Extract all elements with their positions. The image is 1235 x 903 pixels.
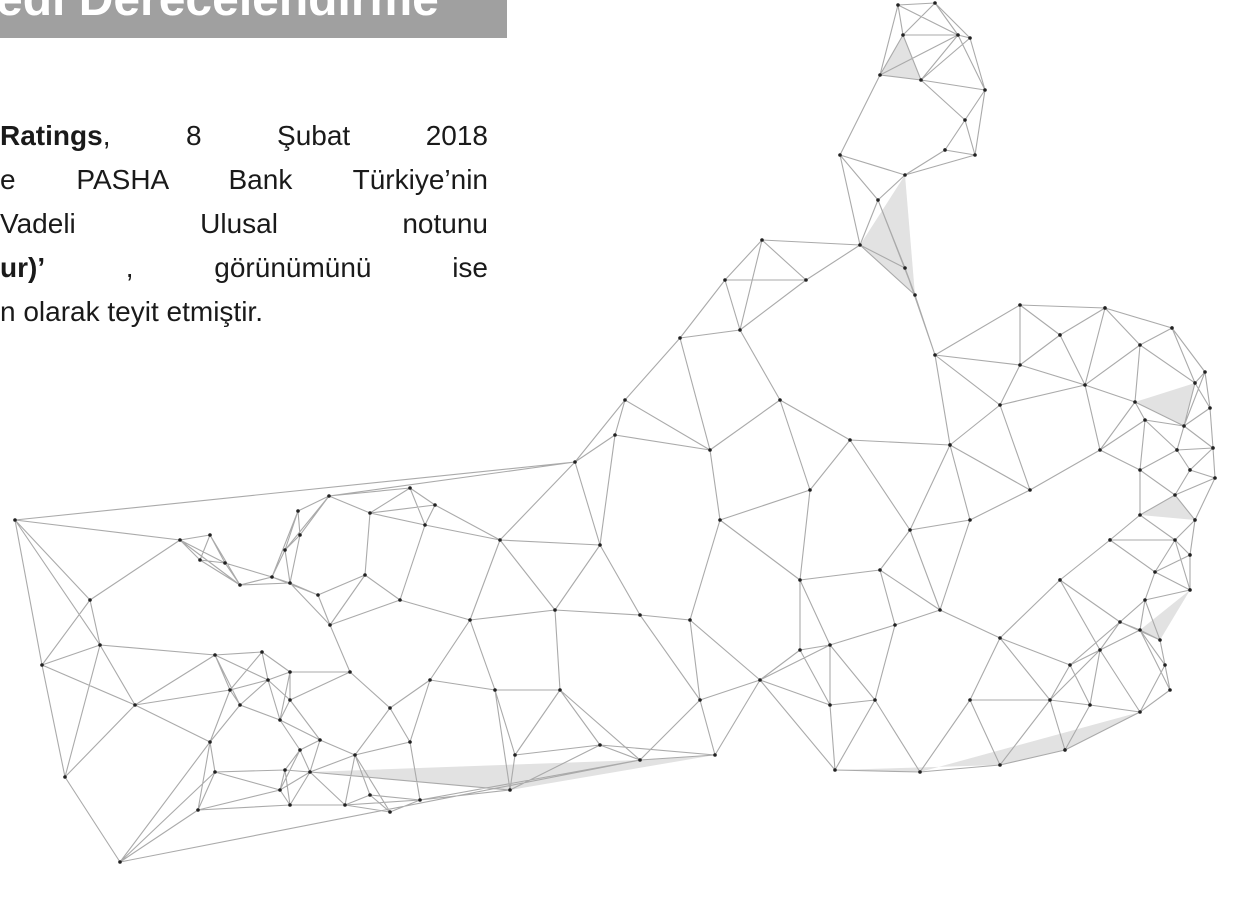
mesh-shade	[310, 35, 1195, 790]
mesh-edges	[15, 3, 1215, 862]
page: edi Derecelendirme Ratings, 8 Şubat 2018…	[0, 0, 1235, 903]
thumbs-up-illustration	[0, 0, 1235, 903]
